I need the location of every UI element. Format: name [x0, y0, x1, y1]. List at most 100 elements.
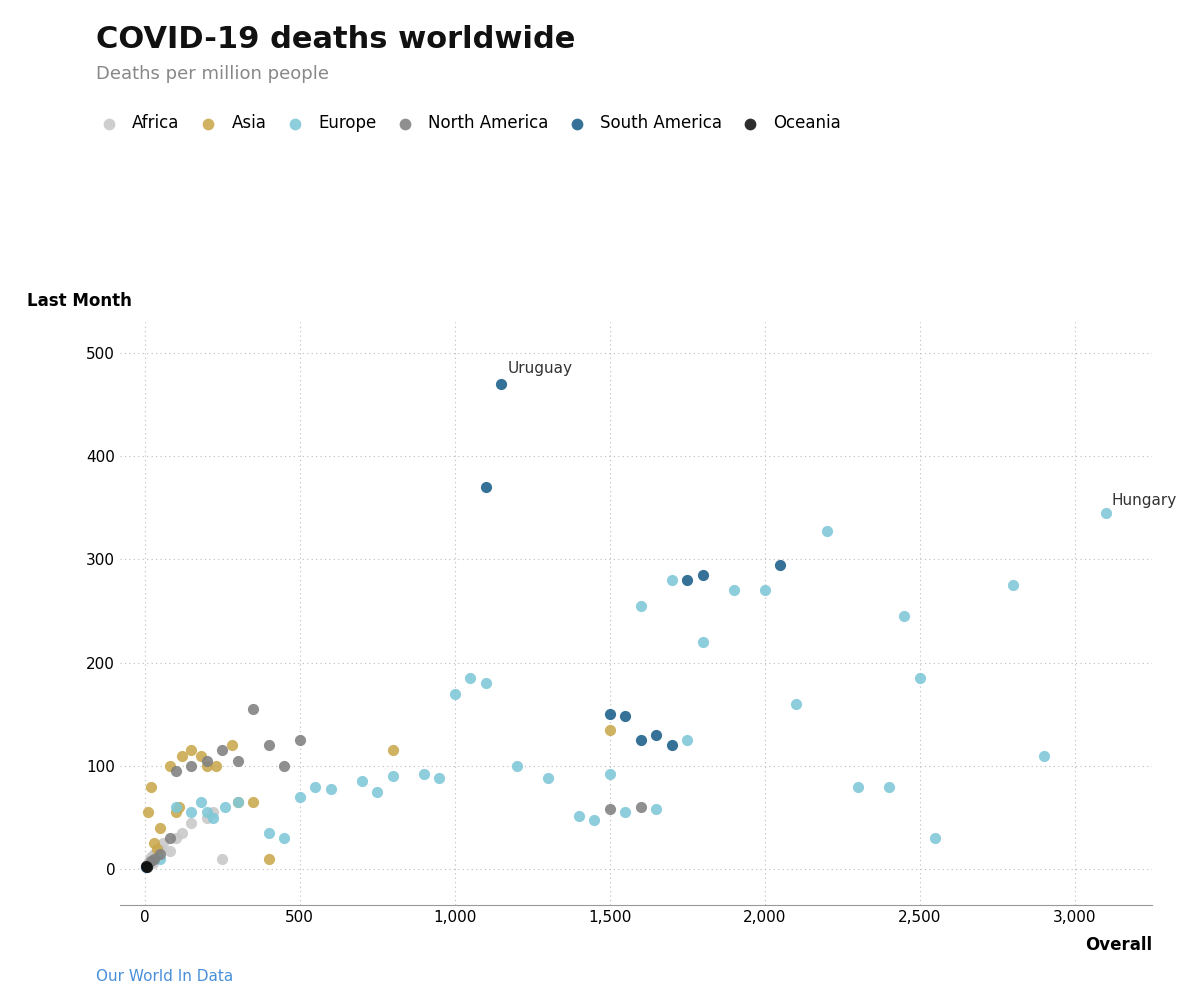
- Point: [142, 849, 161, 865]
- Point: [173, 747, 192, 764]
- Point: [222, 737, 241, 753]
- Point: [724, 582, 743, 599]
- Point: [166, 805, 185, 821]
- Point: [137, 859, 156, 875]
- Point: [600, 706, 619, 722]
- Point: [151, 820, 170, 836]
- Point: [600, 767, 619, 783]
- Point: [352, 774, 371, 790]
- Point: [662, 737, 682, 753]
- Point: [244, 794, 263, 810]
- Point: [203, 810, 222, 826]
- Point: [138, 805, 157, 821]
- Point: [259, 737, 278, 753]
- Point: [848, 779, 868, 795]
- Point: [631, 799, 650, 815]
- Point: [160, 830, 179, 846]
- Point: [181, 805, 200, 821]
- Point: [1003, 577, 1022, 594]
- Point: [631, 732, 650, 748]
- Point: [694, 567, 713, 583]
- Point: [197, 805, 216, 821]
- Point: [197, 758, 216, 774]
- Point: [275, 830, 294, 846]
- Legend: Africa, Asia, Europe, North America, South America, Oceania: Africa, Asia, Europe, North America, Sou…: [92, 114, 841, 132]
- Text: COVID-19 deaths worldwide: COVID-19 deaths worldwide: [96, 25, 575, 54]
- Point: [584, 812, 604, 828]
- Text: Last Month: Last Month: [28, 293, 132, 310]
- Point: [160, 758, 179, 774]
- Point: [144, 835, 163, 851]
- Text: Hungary: Hungary: [1111, 493, 1176, 508]
- Point: [678, 572, 697, 589]
- Point: [1096, 505, 1115, 521]
- Point: [191, 747, 210, 764]
- Point: [647, 802, 666, 818]
- Point: [259, 825, 278, 841]
- Point: [148, 841, 167, 857]
- Text: Our World In Data: Our World In Data: [96, 969, 233, 984]
- Point: [197, 752, 216, 769]
- Point: [383, 769, 402, 785]
- Point: [445, 686, 464, 702]
- Point: [538, 771, 557, 787]
- Point: [181, 815, 200, 831]
- Point: [228, 752, 247, 769]
- Point: [616, 708, 635, 724]
- Text: Uruguay: Uruguay: [508, 360, 572, 375]
- Point: [694, 634, 713, 650]
- Point: [600, 721, 619, 737]
- Point: [228, 794, 247, 810]
- Point: [212, 742, 232, 759]
- Point: [154, 835, 173, 851]
- Point: [430, 771, 449, 787]
- Point: [306, 779, 325, 795]
- Point: [616, 805, 635, 821]
- Point: [476, 479, 496, 495]
- Point: [600, 802, 619, 818]
- Point: [508, 758, 527, 774]
- Point: [203, 805, 222, 821]
- Point: [142, 779, 161, 795]
- Point: [181, 758, 200, 774]
- Point: [216, 799, 235, 815]
- Point: [181, 742, 200, 759]
- Point: [322, 781, 341, 797]
- Point: [910, 670, 929, 686]
- Point: [244, 701, 263, 717]
- Point: [290, 789, 310, 805]
- Point: [206, 758, 226, 774]
- Point: [197, 810, 216, 826]
- Point: [476, 675, 496, 691]
- Point: [143, 855, 162, 871]
- Point: [367, 784, 386, 800]
- Point: [166, 799, 185, 815]
- Point: [137, 858, 156, 874]
- Point: [1034, 747, 1054, 764]
- Point: [228, 794, 247, 810]
- Point: [138, 859, 157, 875]
- Text: Deaths per million people: Deaths per million people: [96, 65, 329, 83]
- Point: [142, 853, 161, 869]
- Point: [151, 851, 170, 867]
- Point: [275, 758, 294, 774]
- Point: [138, 856, 157, 872]
- Point: [414, 767, 433, 783]
- Point: [925, 830, 944, 846]
- Point: [166, 830, 185, 846]
- Point: [166, 764, 185, 780]
- Point: [894, 609, 913, 625]
- Point: [140, 853, 160, 869]
- Point: [160, 843, 179, 859]
- Point: [647, 727, 666, 743]
- Point: [755, 582, 774, 599]
- X-axis label: Overall: Overall: [1085, 937, 1152, 955]
- Point: [631, 598, 650, 614]
- Point: [878, 779, 898, 795]
- Point: [817, 522, 836, 538]
- Point: [492, 376, 511, 392]
- Point: [678, 732, 697, 748]
- Point: [151, 841, 170, 857]
- Point: [259, 851, 278, 867]
- Point: [137, 858, 156, 874]
